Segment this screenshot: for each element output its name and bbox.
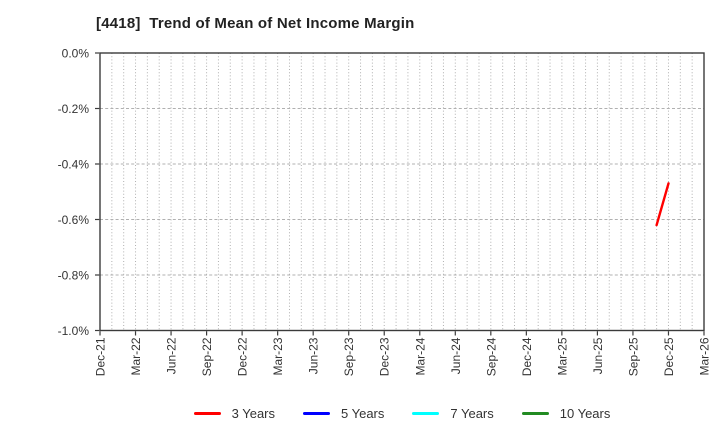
legend-line-swatch [521,411,549,415]
x-tick-label: Dec-22 [236,337,250,376]
legend-item-3-years: 3 Years [193,405,275,421]
x-tick-label: Mar-26 [698,337,712,375]
x-tick-label: Dec-24 [520,337,534,376]
x-tick-label: Dec-23 [378,337,392,376]
y-tick-label: -0.6% [58,213,90,227]
legend-line-swatch [303,411,330,415]
x-tick-label: Dec-25 [662,337,676,376]
legend-line-swatch [412,411,440,415]
plot-grid [100,53,704,331]
x-tick-label: Sep-22 [200,337,214,376]
x-tick-label: Sep-24 [484,337,498,376]
x-tick-label: Dec-21 [94,337,108,376]
y-tick-label: -0.8% [58,269,90,283]
x-axis-ticks [99,331,705,336]
series-line-3-years [655,182,670,227]
x-tick-label: Sep-23 [342,337,356,376]
x-axis-labels: Dec-21 Mar-22 Jun-22 Sep-22 Dec-22 Mar-23 Jun-… [94,337,712,376]
plot-frame [99,52,705,332]
x-tick-label: Jun-25 [591,337,605,374]
legend-line-swatch [193,411,221,415]
x-tick-label: Mar-22 [129,337,143,375]
x-tick-label: Mar-25 [555,337,569,375]
x-tick-label: Sep-25 [626,337,640,376]
y-tick-label: 0.0% [62,47,90,61]
x-tick-label: Jun-24 [449,337,463,374]
legend: 3 Years 5 Years 7 Years 10 Years [100,400,704,426]
y-tick-label: -0.2% [58,102,90,116]
y-tick-label: -0.4% [58,158,90,172]
chart-title: [4418] Trend of Mean of Net Income Margi… [96,15,415,32]
y-axis-labels: 0.0% -0.2% -0.4% -0.6% -0.8% -1.0% [58,47,90,339]
legend-label: 10 Years [559,405,611,421]
legend-item-7-years: 7 Years [412,405,494,421]
legend-item-10-years: 10 Years [521,405,611,421]
y-axis-ticks [95,52,100,332]
y-tick-label: -1.0% [58,324,90,338]
legend-item-5-years: 5 Years [303,406,384,421]
x-tick-label: Jun-23 [307,337,321,374]
x-tick-label: Jun-22 [165,337,179,374]
x-tick-label: Mar-23 [271,337,285,375]
x-tick-label: Mar-24 [413,337,427,375]
legend-label: 3 Years [231,405,275,421]
legend-label: 7 Years [450,405,494,421]
legend-label: 5 Years [341,405,385,421]
